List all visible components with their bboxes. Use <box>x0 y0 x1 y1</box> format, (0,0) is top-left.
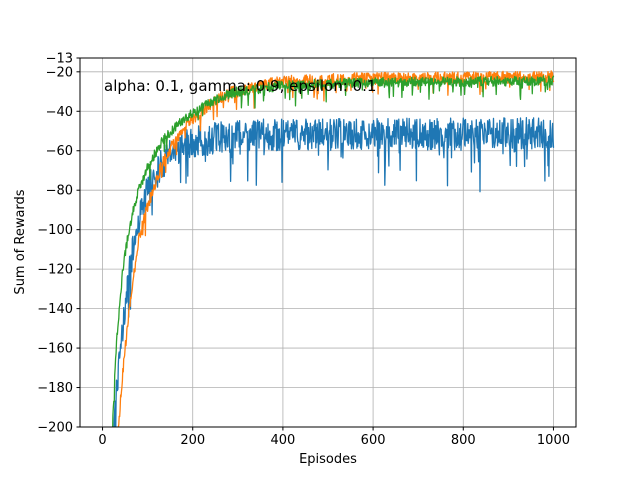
x-axis-label: Episodes <box>299 452 357 467</box>
orange-series-line <box>117 70 555 427</box>
x-tick-label: 1000 <box>537 433 570 448</box>
plot-border <box>79 57 577 428</box>
series-lines <box>112 70 555 427</box>
y-tick-label: −140 <box>37 302 73 317</box>
y-tick-label: −13 <box>46 52 73 67</box>
annotation-text: alpha: 0.1, gamma: 0.9, epsilon: 0.1 <box>104 77 376 95</box>
y-tick-label: −60 <box>46 144 73 159</box>
blue-series-line <box>113 117 555 427</box>
y-tick-label: −120 <box>37 263 73 278</box>
y-tick-label: −100 <box>37 223 73 238</box>
x-tick-label: 400 <box>270 433 295 448</box>
y-tick-label: −160 <box>37 342 73 357</box>
y-tick-label: −40 <box>46 105 73 120</box>
x-tick-label: 600 <box>361 433 386 448</box>
y-tick-label: −200 <box>37 421 73 436</box>
plot-background <box>80 58 576 427</box>
x-tick-label: 0 <box>98 433 106 448</box>
y-tick-label: −180 <box>37 381 73 396</box>
y-tick-label: −20 <box>46 65 73 80</box>
y-tick-label: −80 <box>46 184 73 199</box>
axis-ticks <box>76 57 554 431</box>
tick-labels: 0 200 400 600 800 1000 −13−20 −40 −60 −80 −100 −120… <box>37 52 570 449</box>
x-tick-label: 800 <box>451 433 476 448</box>
x-tick-label: 200 <box>180 433 205 448</box>
y-axis-label: Sum of Rewards <box>13 189 28 294</box>
green-series-line <box>112 75 555 427</box>
